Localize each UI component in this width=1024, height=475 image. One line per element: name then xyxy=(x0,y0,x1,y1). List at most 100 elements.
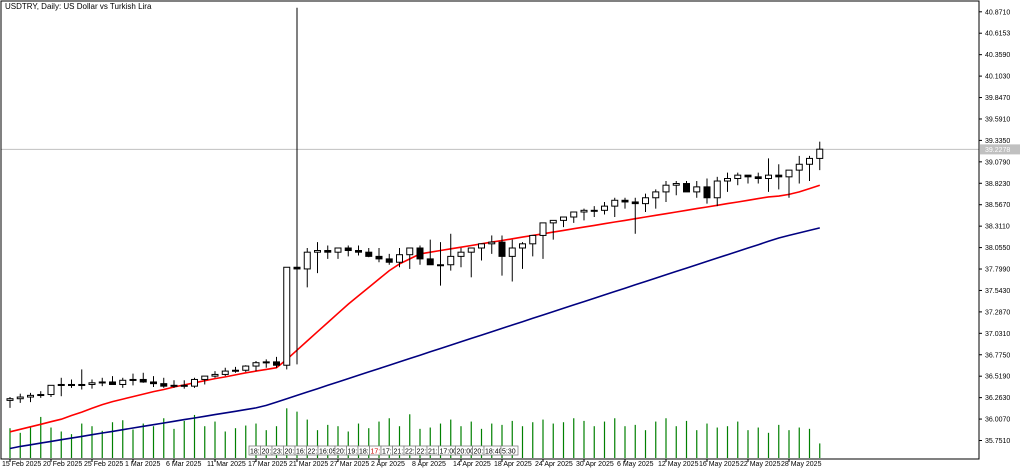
candle xyxy=(344,245,352,257)
candle-body-up xyxy=(519,243,526,249)
overlay-box-label: 20: xyxy=(262,449,272,456)
overlay-box-label: 18: xyxy=(250,449,260,456)
candle-body-up xyxy=(242,365,250,371)
overlay-box: 17: xyxy=(380,445,393,456)
candle xyxy=(713,176,721,207)
candle-body-down xyxy=(293,266,301,270)
candle-body-up xyxy=(129,378,137,381)
candle xyxy=(703,178,711,204)
overlay-box-label: 22: xyxy=(405,449,415,456)
candle-body-up xyxy=(713,180,721,199)
candle-body-up xyxy=(652,191,660,199)
candle-body-down xyxy=(498,241,506,257)
overlay-box: 16: xyxy=(294,445,307,456)
x-tick-label: 11 Mar 2025 xyxy=(207,461,246,468)
candle xyxy=(88,379,96,389)
overlay-box-label: 20: xyxy=(474,449,484,456)
y-tick-label: 38.0550 xyxy=(985,245,1010,252)
candle xyxy=(16,393,24,403)
y-tick-label: 36.0070 xyxy=(985,417,1010,424)
candle-body-up xyxy=(211,373,219,377)
overlay-box-label: 16:05 xyxy=(319,449,337,456)
candle-body-down xyxy=(180,384,188,387)
candle-body-up xyxy=(437,264,444,267)
candle xyxy=(754,172,762,184)
candle xyxy=(201,375,209,385)
candle-body-up xyxy=(816,148,824,159)
candle xyxy=(150,376,157,387)
candle xyxy=(334,247,342,259)
candle-body-up xyxy=(724,178,731,182)
x-tick-label: 12 May 2025 xyxy=(658,461,699,468)
candle xyxy=(488,235,496,254)
y-tick-label: 40.8710 xyxy=(985,9,1010,16)
candle-body-up xyxy=(478,243,485,249)
candle xyxy=(570,211,578,223)
candle-body-up xyxy=(693,186,701,193)
candle-body-up xyxy=(642,197,649,205)
candle-body-down xyxy=(426,258,434,266)
candle-body-up xyxy=(560,216,567,221)
candle xyxy=(211,371,219,378)
overlay-box: 20: xyxy=(334,445,347,456)
candle xyxy=(621,197,629,209)
candle xyxy=(273,356,280,368)
candles xyxy=(6,7,824,408)
candle-body-up xyxy=(68,383,75,386)
overlay-box: 18: xyxy=(357,445,370,456)
y-tick-label: 37.2870 xyxy=(985,309,1010,316)
overlay-box: 17:00 xyxy=(438,445,457,456)
candle-body-up xyxy=(570,211,578,218)
candle xyxy=(98,377,106,387)
candle-body-down xyxy=(150,381,157,385)
overlay-box-label: 17: xyxy=(371,449,381,456)
candle-body-down xyxy=(365,251,373,257)
x-tick-label: 16 May 2025 xyxy=(699,461,740,468)
candle-body-down xyxy=(683,183,690,193)
overlay-box-label: 17: xyxy=(382,449,392,456)
candle-body-up xyxy=(806,157,813,165)
overlay-box-label: 21: xyxy=(428,449,438,456)
candle xyxy=(560,216,567,228)
overlay-box-label: 21: xyxy=(394,449,404,456)
candle-body-up xyxy=(37,394,45,397)
candle xyxy=(426,239,434,266)
candle xyxy=(365,248,373,258)
x-tick-label: 22 May 2025 xyxy=(740,461,781,468)
candle xyxy=(385,253,393,265)
x-tick-label: 2 Apr 2025 xyxy=(371,461,405,468)
overlay-box: 5:30 xyxy=(500,445,519,456)
candle-body-up xyxy=(672,183,680,186)
candle xyxy=(232,366,239,373)
overlay-box: 19: xyxy=(346,445,359,456)
y-tick-label: 37.5430 xyxy=(985,288,1010,295)
overlay-box: 21: xyxy=(392,445,405,456)
candle-body-up xyxy=(201,375,209,380)
candle-body-up xyxy=(457,251,465,257)
candle-body-down xyxy=(385,258,393,263)
candle-body-up xyxy=(283,266,291,366)
candle-body-up xyxy=(221,370,229,375)
overlay-box: 22: xyxy=(306,445,319,456)
candle xyxy=(672,181,680,196)
candle-body-down xyxy=(273,361,280,366)
x-tick-label: 1 Mar 2025 xyxy=(125,461,161,468)
candle xyxy=(314,242,321,274)
candle-body-up xyxy=(611,199,619,207)
candle xyxy=(498,235,506,276)
candle xyxy=(744,174,752,184)
y-tick-label: 37.7990 xyxy=(985,267,1010,274)
candle xyxy=(580,208,588,221)
candle-body-down xyxy=(324,250,332,253)
overlay-box-label: 16: xyxy=(296,449,306,456)
ma-line-red xyxy=(9,184,821,433)
ma-line-navy xyxy=(9,227,820,450)
candle-body-down xyxy=(416,247,424,260)
x-tick-label: 30 Apr 2025 xyxy=(576,461,614,468)
overlay-box-label: 20: xyxy=(285,449,295,456)
candle-body-up xyxy=(27,394,34,398)
candle-body-up xyxy=(47,384,55,396)
candle-body-up xyxy=(488,241,496,245)
